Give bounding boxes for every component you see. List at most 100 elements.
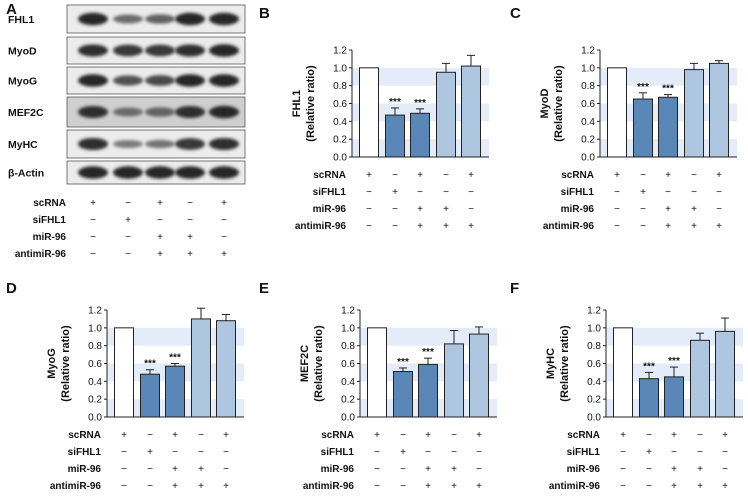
bar <box>191 318 211 418</box>
blot-condition-mark: + <box>157 232 163 243</box>
chart-e-condition-mark: − <box>374 464 380 475</box>
panel-letter-c: C <box>510 5 521 22</box>
chart-b-condition-label: scRNA <box>313 170 346 181</box>
blot-protein-label: FHL1 <box>8 14 34 26</box>
chart-d-condition-mark: − <box>121 447 127 458</box>
chart-b-condition-mark: − <box>366 204 372 215</box>
blot-condition-label: miR-96 <box>33 232 67 243</box>
chart-b-condition-mark: − <box>468 204 474 215</box>
chart-c-condition-label: miR-96 <box>561 204 595 215</box>
blot-condition-mark: − <box>125 249 131 260</box>
chart-c-condition-mark: + <box>716 221 722 232</box>
chart-b-condition-mark: − <box>366 187 372 198</box>
chart-d-condition-mark: + <box>172 464 178 475</box>
bar <box>684 69 704 158</box>
chart-b-condition-label: siFHL1 <box>313 187 347 198</box>
chart-e-condition-mark: − <box>451 430 457 441</box>
blot-condition-mark: − <box>187 198 193 209</box>
chart-e-condition-label: antimiR-96 <box>303 481 355 492</box>
y-tick-label: 1.2 <box>587 306 601 317</box>
y-tick-label: 0.8 <box>333 81 347 92</box>
blot-band <box>209 74 239 87</box>
significance-label: *** <box>643 361 655 372</box>
y-axis-sublabel: (Relative ratio) <box>60 325 72 402</box>
chart-b-condition-mark: + <box>417 170 423 181</box>
y-axis-label: MyoD <box>539 88 551 118</box>
y-tick-label: 0.2 <box>581 135 595 146</box>
significance-label: *** <box>668 356 680 367</box>
chart-f-condition-mark: + <box>722 430 728 441</box>
chart-f-condition-mark: − <box>646 464 652 475</box>
chart-d-condition-mark: − <box>121 464 127 475</box>
chart-f-condition-mark: − <box>620 447 626 458</box>
chart-f-condition-mark: − <box>646 430 652 441</box>
chart-b-condition-mark: − <box>366 221 372 232</box>
y-tick-label: 0.8 <box>88 341 102 352</box>
y-tick-label: 0.2 <box>341 395 355 406</box>
chart-d-condition-mark: − <box>198 430 204 441</box>
chart-b-condition-mark: + <box>468 221 474 232</box>
blot-band <box>209 105 239 119</box>
blot-band <box>78 44 108 57</box>
y-tick-label: 0.8 <box>341 341 355 352</box>
y-tick-label: 1.2 <box>88 306 102 317</box>
blot-band <box>175 138 205 150</box>
blot-condition-mark: − <box>157 215 163 226</box>
chart-c-condition-label: antimiR-96 <box>543 221 595 232</box>
chart-d-condition-mark: + <box>198 464 204 475</box>
y-tick-label: 0.4 <box>587 377 601 388</box>
blot-condition-table: scRNA + − + − + siFHL1 − + − − − miR-96 − − + + − antimiR-… <box>15 198 227 260</box>
panel-letter-e: E <box>259 280 269 297</box>
chart-c-condition-mark: − <box>691 187 697 198</box>
chart-b-condition-label: miR-96 <box>313 204 347 215</box>
chart-b-condition-mark: + <box>443 204 449 215</box>
chart-c-condition-mark: + <box>640 187 646 198</box>
bar <box>165 365 185 418</box>
y-axis-label: MyoG <box>46 348 58 379</box>
blot-band <box>209 44 239 57</box>
chart-f-condition-mark: − <box>722 464 728 475</box>
bar <box>418 363 438 418</box>
chart-f-condition-label: siFHL1 <box>567 447 601 458</box>
western-blot: FHL1 MyoD MyoG MEF2C MyHC β-Actin <box>8 4 246 185</box>
bar <box>469 333 489 418</box>
chart-f-condition-mark: − <box>722 447 728 458</box>
chart-e-condition-mark: + <box>400 447 406 458</box>
blot-band <box>113 107 143 117</box>
blot-band <box>78 105 108 119</box>
chart-b-condition-mark: − <box>443 187 449 198</box>
bar <box>664 376 684 418</box>
blot-band <box>145 14 175 24</box>
chart-e-condition-mark: + <box>425 430 431 441</box>
y-axis-sublabel: (Relative ratio) <box>305 65 317 142</box>
blot-band <box>113 75 143 86</box>
chart-e-condition-mark: − <box>374 481 380 492</box>
significance-label: *** <box>389 97 401 108</box>
y-tick-label: 0.2 <box>587 395 601 406</box>
blot-condition-mark: − <box>221 215 227 226</box>
blot-band <box>175 105 205 119</box>
y-tick-label: 1.0 <box>341 323 355 334</box>
blot-band <box>209 166 239 179</box>
y-tick-label: 0.2 <box>88 395 102 406</box>
chart-c-condition-mark: + <box>665 170 671 181</box>
chart-f-condition-mark: − <box>697 430 703 441</box>
blot-condition-label: antimiR-96 <box>15 249 67 260</box>
chart-c-condition-mark: + <box>614 170 620 181</box>
chart-e-condition-mark: − <box>400 464 406 475</box>
y-tick-label: 1.2 <box>581 46 595 57</box>
y-tick-label: 0.6 <box>341 359 355 370</box>
chart-c-condition-mark: − <box>665 187 671 198</box>
chart-c-condition-mark: + <box>691 221 697 232</box>
blot-band <box>78 12 108 26</box>
y-tick-label: 1.0 <box>581 63 595 74</box>
blot-condition-mark: − <box>90 215 96 226</box>
blot-band <box>113 166 143 179</box>
chart-c-condition-mark: − <box>716 187 722 198</box>
y-tick-label: 1.0 <box>587 323 601 334</box>
chart-d-condition-mark: − <box>121 481 127 492</box>
chart-e-condition-mark: + <box>425 481 431 492</box>
blot-band <box>113 14 143 24</box>
blot-condition-mark: + <box>221 198 227 209</box>
